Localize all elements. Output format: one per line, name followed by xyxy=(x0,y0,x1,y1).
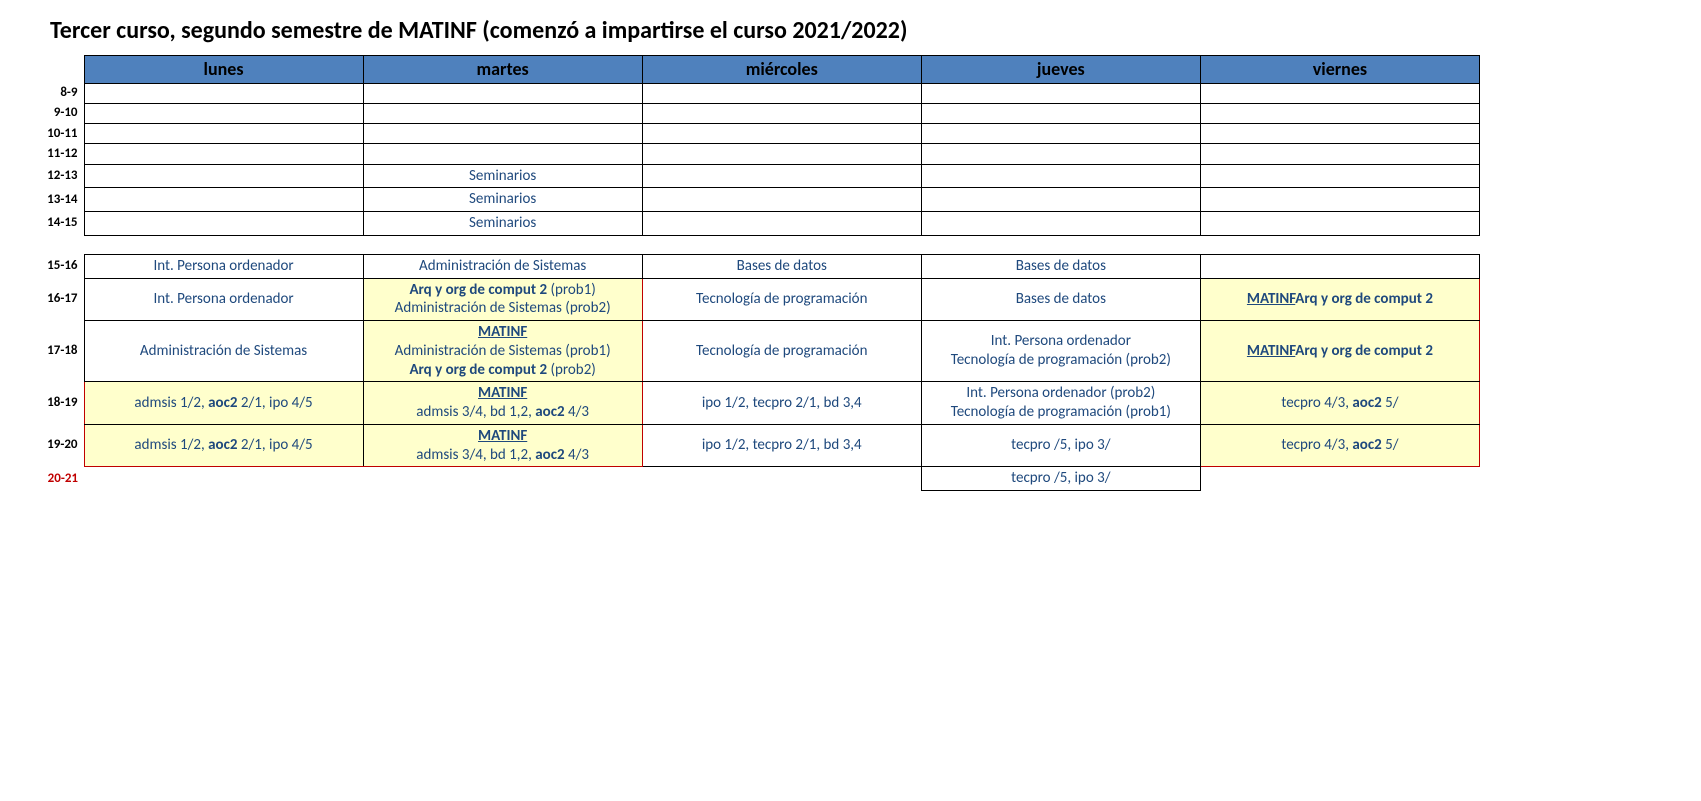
cell-miercoles-19: ipo 1/2, tecpro 2/1, bd 3,4 xyxy=(642,424,921,467)
cell-martes-18: MATINFadmsis 3/4, bd 1,2, aoc2 4/3 xyxy=(363,382,642,425)
day-header-jueves: jueves xyxy=(921,56,1200,84)
cell-lunes-18: admsis 1/2, aoc2 2/1, ipo 4/5 xyxy=(84,382,363,425)
cell-martes-19: MATINFadmsis 3/4, bd 1,2, aoc2 4/3 xyxy=(363,424,642,467)
cell-lunes-19: admsis 1/2, aoc2 2/1, ipo 4/5 xyxy=(84,424,363,467)
time-9-10: 9-10 xyxy=(40,103,84,123)
cell-lunes-17: Administración de Sistemas xyxy=(84,321,363,382)
time-19-20: 19-20 xyxy=(40,424,84,467)
time-8-9: 8-9 xyxy=(40,83,84,103)
cell-jueves-19: tecpro /5, ipo 3/ xyxy=(921,424,1200,467)
cell-lunes-15: Int. Persona ordenador xyxy=(84,254,363,278)
cell-martes-13: Seminarios xyxy=(363,188,642,212)
cell-martes-17: MATINFAdministración de Sistemas (prob1)… xyxy=(363,321,642,382)
time-18-19: 18-19 xyxy=(40,382,84,425)
time-16-17: 16-17 xyxy=(40,278,84,321)
time-14-15: 14-15 xyxy=(40,212,84,236)
cell-martes-14: Seminarios xyxy=(363,212,642,236)
page-title: Tercer curso, segundo semestre de MATINF… xyxy=(50,16,1661,45)
day-header-lunes: lunes xyxy=(84,56,363,84)
cell-jueves-15: Bases de datos xyxy=(921,254,1200,278)
cell-jueves-20: tecpro /5, ipo 3/ xyxy=(921,467,1200,491)
cell-martes-12: Seminarios xyxy=(363,164,642,188)
cell-miercoles-17: Tecnología de programación xyxy=(642,321,921,382)
cell-viernes-19: tecpro 4/3, aoc2 5/ xyxy=(1200,424,1479,467)
cell-jueves-17: Int. Persona ordenadorTecnología de prog… xyxy=(921,321,1200,382)
cell-viernes-18: tecpro 4/3, aoc2 5/ xyxy=(1200,382,1479,425)
day-header-martes: martes xyxy=(363,56,642,84)
time-10-11: 10-11 xyxy=(40,124,84,144)
time-12-13: 12-13 xyxy=(40,164,84,188)
cell-miercoles-18: ipo 1/2, tecpro 2/1, bd 3,4 xyxy=(642,382,921,425)
cell-lunes-16: Int. Persona ordenador xyxy=(84,278,363,321)
cell-miercoles-16: Tecnología de programación xyxy=(642,278,921,321)
cell-jueves-16: Bases de datos xyxy=(921,278,1200,321)
cell-viernes-16: MATINFArq y org de comput 2 xyxy=(1200,278,1479,321)
blank-corner xyxy=(40,56,84,84)
cell-martes-16: Arq y org de comput 2 (prob1)Administrac… xyxy=(363,278,642,321)
schedule-table: lunes martes miércoles jueves viernes 8-… xyxy=(40,55,1480,491)
time-17-18: 17-18 xyxy=(40,321,84,382)
cell-miercoles-15: Bases de datos xyxy=(642,254,921,278)
cell-martes-15: Administración de Sistemas xyxy=(363,254,642,278)
time-11-12: 11-12 xyxy=(40,144,84,164)
time-20-21: 20-21 xyxy=(40,467,84,491)
cell-jueves-18: Int. Persona ordenador (prob2)Tecnología… xyxy=(921,382,1200,425)
day-header-viernes: viernes xyxy=(1200,56,1479,84)
time-13-14: 13-14 xyxy=(40,188,84,212)
cell-viernes-17: MATINFArq y org de comput 2 xyxy=(1200,321,1479,382)
cell-viernes-15 xyxy=(1200,254,1479,278)
time-15-16: 15-16 xyxy=(40,254,84,278)
day-header-miercoles: miércoles xyxy=(642,56,921,84)
